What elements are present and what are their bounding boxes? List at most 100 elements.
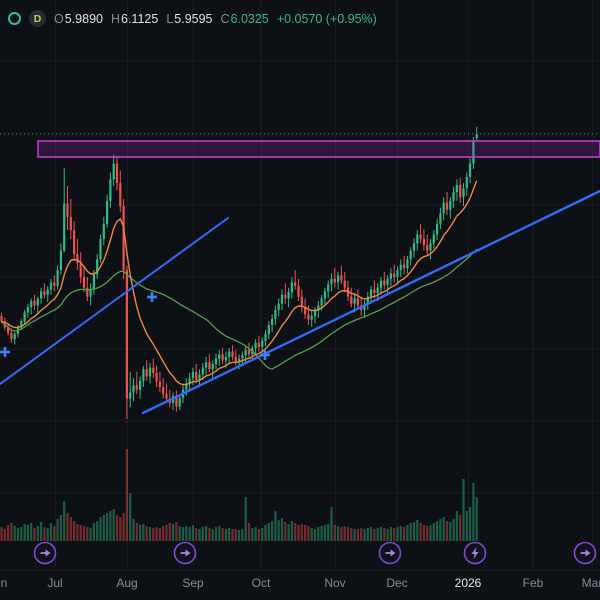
candle	[469, 163, 472, 177]
candle	[188, 378, 191, 384]
candle	[224, 356, 227, 361]
volume-bar	[142, 524, 145, 541]
volume-bar	[277, 520, 280, 541]
candle	[409, 250, 412, 260]
volume-bar	[188, 527, 191, 541]
volume-bar	[280, 518, 284, 541]
candle	[112, 163, 115, 180]
candle	[73, 230, 76, 254]
volume-bar	[63, 501, 66, 541]
candle	[475, 134, 478, 138]
volume-bar	[96, 521, 99, 541]
volume-bar	[436, 521, 439, 541]
volume-bar	[234, 529, 237, 541]
volume-bar	[211, 529, 214, 541]
time-axis-label: Oct	[252, 576, 271, 590]
candle	[135, 385, 138, 390]
candle	[221, 354, 224, 361]
volume-bar	[82, 526, 86, 541]
candle	[393, 273, 396, 277]
candle	[178, 397, 181, 407]
candle	[142, 369, 145, 381]
candle	[185, 383, 188, 390]
arrow-marker-icon[interactable]	[173, 541, 197, 565]
arrow-marker-icon[interactable]	[378, 541, 402, 565]
volume-bar	[432, 523, 435, 541]
volume-bar	[251, 528, 254, 541]
slow-ma-line[interactable]	[1, 248, 478, 370]
fast-ma-line[interactable]	[1, 180, 478, 386]
volume-bar	[290, 521, 293, 541]
candle	[399, 264, 402, 270]
volume-bar	[40, 522, 43, 541]
volume-bar	[310, 528, 313, 541]
trendline-anchor[interactable]	[147, 292, 157, 302]
volume-bar	[449, 522, 452, 541]
arrow-marker-icon[interactable]	[573, 541, 597, 565]
volume-bar	[10, 523, 13, 541]
candle	[59, 250, 62, 270]
volume-bar	[224, 529, 227, 541]
volume-bar	[152, 528, 155, 541]
resistance-zone-drawing[interactable]	[37, 140, 600, 158]
volume-bar	[445, 521, 449, 541]
volume-bar	[379, 527, 383, 541]
trendline-long[interactable]	[141, 189, 600, 415]
candle	[294, 282, 297, 286]
symbol-logo-icon[interactable]	[8, 12, 21, 25]
volume-bar	[43, 527, 46, 541]
candle	[165, 394, 168, 399]
open-label: O	[54, 11, 64, 26]
candle	[115, 163, 119, 184]
high-value: 6.1125	[121, 11, 159, 26]
candle	[82, 277, 86, 288]
volume-bar	[115, 515, 119, 541]
candle	[403, 264, 406, 269]
volume-bar	[122, 513, 125, 541]
volume-bar	[26, 525, 29, 541]
volume-bar	[175, 522, 178, 541]
candle	[455, 184, 458, 192]
candle	[350, 296, 353, 304]
volume-bar	[7, 525, 10, 541]
candle	[198, 374, 201, 380]
volume-bar	[214, 527, 218, 541]
volume-bar	[13, 526, 16, 541]
volume-bar	[79, 525, 82, 541]
candle	[376, 287, 379, 293]
volume-bar	[145, 526, 148, 541]
candle	[472, 141, 475, 164]
candle	[436, 223, 439, 235]
candle	[313, 310, 317, 317]
volume-bar	[439, 519, 442, 541]
volume-bar	[393, 528, 396, 541]
time-axis-label: Sep	[182, 576, 204, 590]
volume-bar	[198, 529, 201, 541]
candle	[191, 372, 194, 379]
candle	[254, 342, 257, 348]
trendline-anchor[interactable]	[260, 350, 270, 360]
trendline-short[interactable]	[0, 217, 229, 385]
volume-bar	[162, 526, 165, 541]
candle	[327, 284, 330, 292]
volume-bar	[267, 523, 270, 541]
volume-bar	[3, 529, 6, 541]
candle	[274, 309, 277, 319]
volume-bar	[181, 527, 185, 541]
lightning-marker-icon[interactable]	[463, 541, 487, 565]
timeframe-badge[interactable]: D	[29, 10, 46, 27]
candle	[33, 301, 36, 306]
volume-bar	[304, 525, 307, 541]
volume-bar	[307, 526, 310, 541]
volume-bar	[59, 515, 62, 541]
volume-bar	[73, 521, 76, 541]
candle	[158, 381, 161, 387]
volume-bar	[396, 527, 399, 541]
trendline-anchor[interactable]	[0, 347, 10, 357]
volume-bar	[46, 528, 49, 541]
volume-bar	[135, 523, 138, 541]
candle	[66, 203, 69, 217]
arrow-marker-icon[interactable]	[33, 541, 57, 565]
candle	[264, 333, 267, 341]
